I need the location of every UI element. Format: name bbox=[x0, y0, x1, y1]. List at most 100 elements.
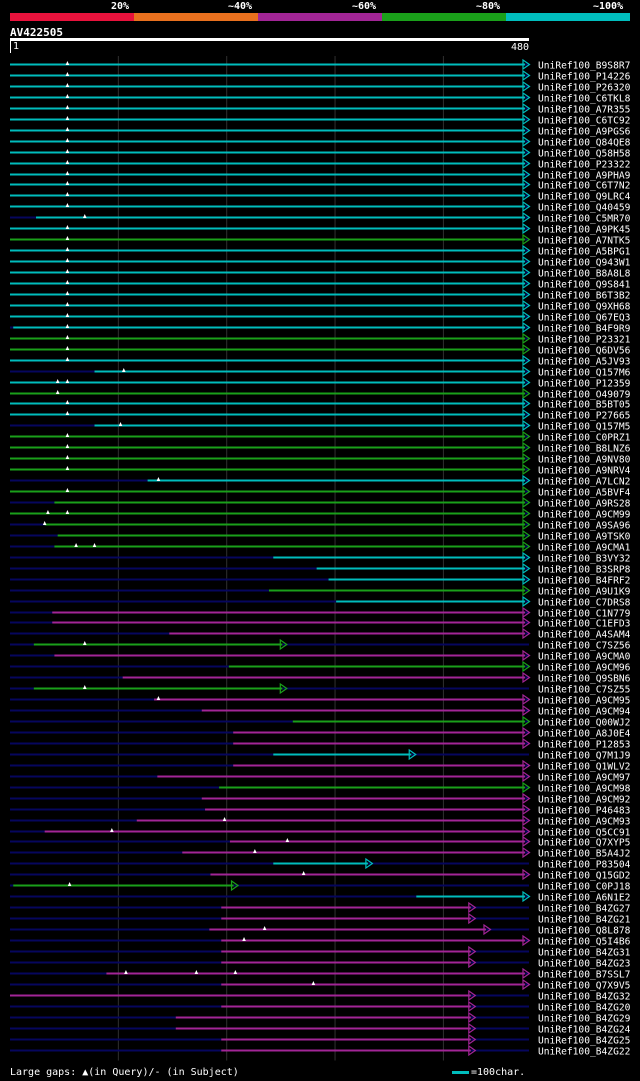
hit-label[interactable]: UniRef100_B3SRP8 bbox=[538, 565, 631, 576]
hit-label[interactable]: UniRef100_B4ZG21 bbox=[538, 915, 631, 926]
hit-label[interactable]: UniRef100_A5JV93 bbox=[538, 357, 631, 368]
hit-arrow bbox=[522, 627, 531, 640]
hit-label[interactable]: UniRef100_A9PHA9 bbox=[538, 171, 631, 182]
hit-label[interactable]: UniRef100_P83504 bbox=[538, 860, 631, 871]
hit-label[interactable]: UniRef100_A9NV80 bbox=[538, 455, 631, 466]
query-gap-marker bbox=[65, 433, 70, 437]
hit-label[interactable]: UniRef100_A9CM96 bbox=[538, 663, 631, 674]
hit-label[interactable]: UniRef100_Q157M6 bbox=[538, 368, 631, 379]
hit-label[interactable]: UniRef100_B6T3B2 bbox=[538, 291, 630, 302]
hit-label[interactable]: UniRef100_Q9XH68 bbox=[538, 302, 631, 313]
hit-label[interactable]: UniRef100_B5A4J2 bbox=[538, 849, 630, 860]
hit-label[interactable]: UniRef100_Q8L878 bbox=[538, 926, 631, 937]
hit-label[interactable]: UniRef100_A4SAM4 bbox=[538, 630, 631, 641]
hit-label[interactable]: UniRef100_B9S8R7 bbox=[538, 61, 631, 72]
hit-label[interactable]: UniRef100_A9SA96 bbox=[538, 521, 631, 532]
hit-label[interactable]: UniRef100_P14226 bbox=[538, 72, 631, 83]
hit-label[interactable]: UniRef100_Q157M5 bbox=[538, 422, 630, 433]
hit-label[interactable]: UniRef100_Q7M1J9 bbox=[538, 751, 631, 762]
hit-label[interactable]: UniRef100_A9NRV4 bbox=[538, 466, 631, 477]
hit-label[interactable]: UniRef100_C1EFD3 bbox=[538, 619, 631, 630]
hit-label[interactable]: UniRef100_Q58H58 bbox=[538, 149, 631, 160]
hit-label[interactable]: UniRef100_P12359 bbox=[538, 379, 631, 390]
hit-label[interactable]: UniRef100_Q1WLV2 bbox=[538, 762, 630, 773]
hit-label[interactable]: UniRef100_A7NTK5 bbox=[538, 236, 630, 247]
hit-label[interactable]: UniRef100_A9CM93 bbox=[538, 817, 631, 828]
hit-label[interactable]: UniRef100_Q5I4B6 bbox=[538, 937, 631, 948]
hit-label[interactable]: UniRef100_A9TSK0 bbox=[538, 532, 631, 543]
hit-label[interactable]: UniRef100_O49079 bbox=[538, 390, 631, 401]
hit-label[interactable]: UniRef100_C7SZ55 bbox=[538, 685, 630, 696]
hit-label[interactable]: UniRef100_A9U1K9 bbox=[538, 587, 631, 598]
hit-label[interactable]: UniRef100_C7SZ56 bbox=[538, 641, 631, 652]
hit-label[interactable]: UniRef100_Q15GD2 bbox=[538, 871, 630, 882]
query-gap-marker bbox=[65, 192, 70, 196]
hit-label[interactable]: UniRef100_B4ZG24 bbox=[538, 1025, 631, 1036]
hit-label[interactable]: UniRef100_B4ZG27 bbox=[538, 904, 631, 915]
hit-label[interactable]: UniRef100_C1N779 bbox=[538, 609, 631, 620]
hit-label[interactable]: UniRef100_A9CMA0 bbox=[538, 652, 631, 663]
query-gap-marker bbox=[82, 214, 87, 218]
hit-label[interactable]: UniRef100_A9CM94 bbox=[538, 707, 631, 718]
hit-arrow bbox=[522, 573, 531, 586]
hit-label[interactable]: UniRef100_A7R355 bbox=[538, 105, 630, 116]
hit-label[interactable]: UniRef100_B4ZG23 bbox=[538, 959, 631, 970]
hit-label[interactable]: UniRef100_B8LNZ6 bbox=[538, 444, 631, 455]
hit-label[interactable]: UniRef100_C0PRZ1 bbox=[538, 433, 631, 444]
hit-label[interactable]: UniRef100_P12853 bbox=[538, 740, 631, 751]
hit-label[interactable]: UniRef100_Q84QE8 bbox=[538, 138, 631, 149]
hit-label[interactable]: UniRef100_A9CMA1 bbox=[538, 543, 631, 554]
hit-label[interactable]: UniRef100_P27665 bbox=[538, 411, 630, 422]
hit-label[interactable]: UniRef100_Q5CC91 bbox=[538, 828, 631, 839]
hit-label[interactable]: UniRef100_B4ZG22 bbox=[538, 1047, 630, 1058]
hit-label[interactable]: UniRef100_Q7X9V5 bbox=[538, 981, 630, 992]
hit-label[interactable]: UniRef100_A9CM92 bbox=[538, 795, 630, 806]
hit-label[interactable]: UniRef100_Q9LRC4 bbox=[538, 192, 631, 203]
hit-label[interactable]: UniRef100_B4ZG32 bbox=[538, 992, 630, 1003]
hit-label[interactable]: UniRef100_Q9SBN6 bbox=[538, 674, 631, 685]
hit-label[interactable]: UniRef100_Q943W1 bbox=[538, 258, 631, 269]
hit-label[interactable]: UniRef100_C6TKL8 bbox=[538, 94, 631, 105]
hit-arrow bbox=[230, 879, 240, 892]
hit-label[interactable]: UniRef100_A9PGS6 bbox=[538, 127, 631, 138]
hit-label[interactable]: UniRef100_Q00WJ2 bbox=[538, 718, 630, 729]
hit-label[interactable]: UniRef100_A9PK45 bbox=[538, 225, 630, 236]
hit-label[interactable]: UniRef100_P23321 bbox=[538, 335, 631, 346]
hit-label[interactable]: UniRef100_P26320 bbox=[538, 83, 631, 94]
hit-label[interactable]: UniRef100_Q40459 bbox=[538, 203, 631, 214]
hit-label[interactable]: UniRef100_P23322 bbox=[538, 160, 630, 171]
hit-label[interactable]: UniRef100_A5BPG1 bbox=[538, 247, 631, 258]
legend-label-2: ~40% bbox=[228, 1, 253, 12]
hit-label[interactable]: UniRef100_A9CM97 bbox=[538, 773, 631, 784]
hit-label[interactable]: UniRef100_B4ZG20 bbox=[538, 1003, 631, 1014]
hit-label[interactable]: UniRef100_A9RS28 bbox=[538, 499, 631, 510]
hit-label[interactable]: UniRef100_B7SSL7 bbox=[538, 970, 631, 981]
hit-label[interactable]: UniRef100_Q67EQ3 bbox=[538, 313, 631, 324]
hit-label[interactable]: UniRef100_Q7XYP5 bbox=[538, 838, 630, 849]
hit-label[interactable]: UniRef100_B4ZG31 bbox=[538, 948, 631, 959]
hit-label[interactable]: UniRef100_B4ZG25 bbox=[538, 1036, 630, 1047]
hit-label[interactable]: UniRef100_A9CM99 bbox=[538, 510, 631, 521]
hit-label[interactable]: UniRef100_A5BVF4 bbox=[538, 488, 631, 499]
hit-label[interactable]: UniRef100_Q6DV56 bbox=[538, 346, 631, 357]
hit-label[interactable]: UniRef100_B5BT05 bbox=[538, 400, 630, 411]
hit-label[interactable]: UniRef100_A9CM95 bbox=[538, 696, 630, 707]
hit-label[interactable]: UniRef100_C6T7N2 bbox=[538, 181, 630, 192]
hit-label[interactable]: UniRef100_B4ZG29 bbox=[538, 1014, 631, 1025]
scale-legend: =100char. bbox=[452, 1067, 525, 1078]
hit-label[interactable]: UniRef100_A8J0E4 bbox=[538, 729, 631, 740]
hit-arrow bbox=[522, 255, 531, 268]
hit-label[interactable]: UniRef100_P46483 bbox=[538, 806, 631, 817]
hit-label[interactable]: UniRef100_C7DRS8 bbox=[538, 598, 631, 609]
hit-label[interactable]: UniRef100_B4FRF2 bbox=[538, 576, 630, 587]
hit-label[interactable]: UniRef100_C5MR70 bbox=[538, 214, 631, 225]
hit-label[interactable]: UniRef100_A9CM98 bbox=[538, 784, 631, 795]
hit-label[interactable]: UniRef100_Q9S841 bbox=[538, 280, 631, 291]
hit-label[interactable]: UniRef100_C0PJ18 bbox=[538, 882, 631, 893]
hit-label[interactable]: UniRef100_C6TC92 bbox=[538, 116, 630, 127]
hit-label[interactable]: UniRef100_A7LCN2 bbox=[538, 477, 630, 488]
hit-label[interactable]: UniRef100_A6N1E2 bbox=[538, 893, 630, 904]
hit-label[interactable]: UniRef100_B4F9R9 bbox=[538, 324, 631, 335]
hit-label[interactable]: UniRef100_B3VY32 bbox=[538, 554, 630, 565]
hit-label[interactable]: UniRef100_B8A8L8 bbox=[538, 269, 631, 280]
